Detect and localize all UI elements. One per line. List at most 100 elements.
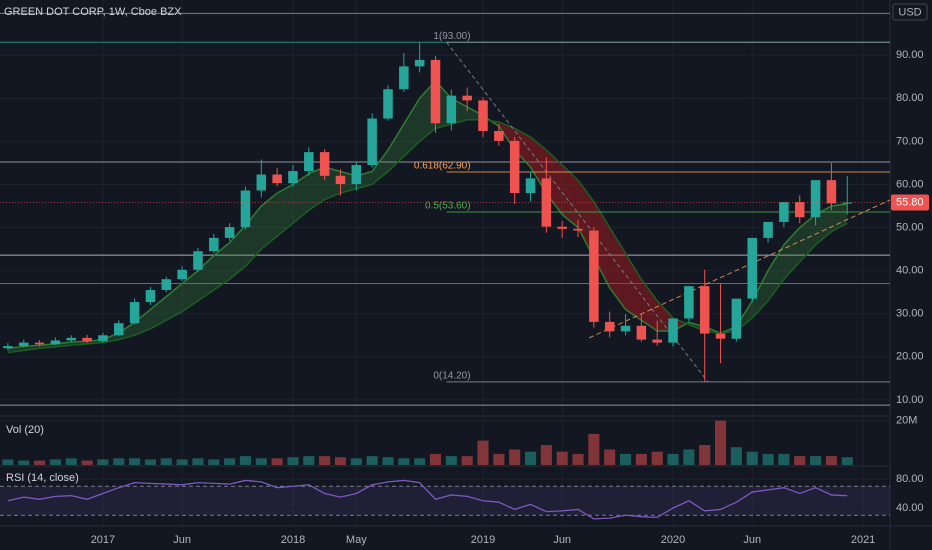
y-tick-label: 20M [896, 415, 917, 427]
candle-body [98, 335, 108, 342]
candle-body [351, 165, 362, 185]
volume-bar [160, 458, 172, 465]
candle-body [763, 221, 773, 238]
currency-box[interactable] [892, 3, 928, 21]
candle-body [826, 180, 837, 204]
volume-bar [18, 460, 30, 465]
symbol-title: GREEN DOT CORP, 1W, Cboe BZX [4, 6, 182, 18]
candle-body [636, 325, 647, 340]
candle-body [684, 286, 694, 319]
volume-bar [699, 445, 711, 465]
volume-bar [635, 453, 647, 465]
y-tick-label: 80.00 [896, 92, 924, 104]
volume-bar [572, 453, 584, 465]
volume-bar [429, 453, 442, 465]
x-tick-label: 2017 [91, 534, 115, 546]
x-tick-label: Jun [743, 534, 761, 546]
volume-bar [255, 458, 267, 465]
plot: 1(93.00) 0.618(62.90) 0.5(53.60) 0(14.20) [0, 0, 891, 526]
y-tick-label: 40.00 [896, 502, 924, 514]
volume-bar [619, 453, 632, 465]
candle-body [34, 342, 45, 345]
volume-bar [271, 458, 283, 465]
candle-body [240, 190, 251, 228]
volume-bar [113, 458, 125, 465]
candle-body [50, 340, 61, 345]
candle-body [715, 333, 726, 339]
fib-label: 0.618(62.90) [414, 161, 471, 172]
ribbon-fill [213, 242, 230, 291]
x-tick-label: 2021 [851, 534, 875, 546]
y-tick-label: 70.00 [896, 135, 924, 147]
volume-bar [382, 457, 394, 465]
candle-body [779, 202, 789, 222]
y-tick-label: 60.00 [896, 178, 924, 190]
y-tick-label: 20.00 [896, 351, 924, 363]
candle-body [794, 202, 805, 218]
candle-body [557, 226, 567, 229]
candle-body [478, 100, 488, 132]
volume-bar [144, 459, 156, 465]
x-tick-label: May [346, 534, 367, 546]
candle-body [430, 59, 441, 124]
candle-body [383, 89, 393, 119]
volume-bar [746, 451, 758, 465]
volume-bar [461, 456, 473, 465]
ribbon-fill [372, 149, 388, 185]
candle-body [304, 152, 314, 172]
candle-body [731, 298, 742, 339]
candle-body [288, 171, 298, 184]
candle-body [224, 227, 235, 238]
candle-body [399, 66, 409, 90]
volume-bar [762, 453, 774, 465]
candle-body [319, 152, 330, 176]
candle-body [842, 202, 852, 204]
candle-body [509, 140, 520, 194]
ribbon-fill [308, 167, 325, 211]
fib-label: 0.5(53.60) [425, 201, 471, 212]
ribbon-fill [514, 128, 531, 168]
candle-body [604, 321, 615, 332]
candle-body [620, 325, 631, 332]
volume-bar [556, 451, 568, 465]
candle-body [652, 339, 662, 343]
ribbon-fill [166, 283, 183, 321]
volume-bar [97, 459, 109, 465]
last-price-label: 55.80 [896, 196, 924, 208]
volume-title: Vol (20) [6, 424, 44, 436]
volume-bar [778, 453, 790, 465]
volume-bar [493, 453, 505, 465]
candle-body [668, 318, 678, 343]
volume-bar [794, 456, 806, 465]
candle-body [145, 290, 156, 303]
volume-bar [303, 456, 315, 465]
candle-body [335, 175, 346, 185]
y-tick-label: 40.00 [896, 265, 924, 277]
volume-bar [319, 456, 331, 465]
trend-line [588, 199, 891, 339]
volume-bar [34, 460, 46, 465]
volume-bar [81, 460, 93, 465]
volume-bar [129, 458, 141, 465]
ribbon-fill [768, 244, 784, 301]
volume-bar [588, 433, 600, 465]
rsi-band [0, 486, 890, 516]
volume-bar [224, 458, 236, 465]
rsi-line [7, 479, 848, 520]
candle-body [573, 228, 583, 231]
volume-bar [651, 451, 663, 465]
candle-body [129, 302, 140, 324]
ribbon-fill [134, 309, 151, 336]
candle-body [699, 286, 710, 334]
ribbon-fill [625, 253, 642, 321]
volume-bar [192, 458, 204, 465]
last-price-box [891, 194, 929, 211]
volume-bar [667, 453, 679, 465]
volume-bar [398, 458, 410, 465]
candle-body [367, 118, 377, 166]
candle-body [272, 174, 282, 184]
candle-body [3, 346, 13, 349]
ribbon-fill [593, 201, 610, 288]
